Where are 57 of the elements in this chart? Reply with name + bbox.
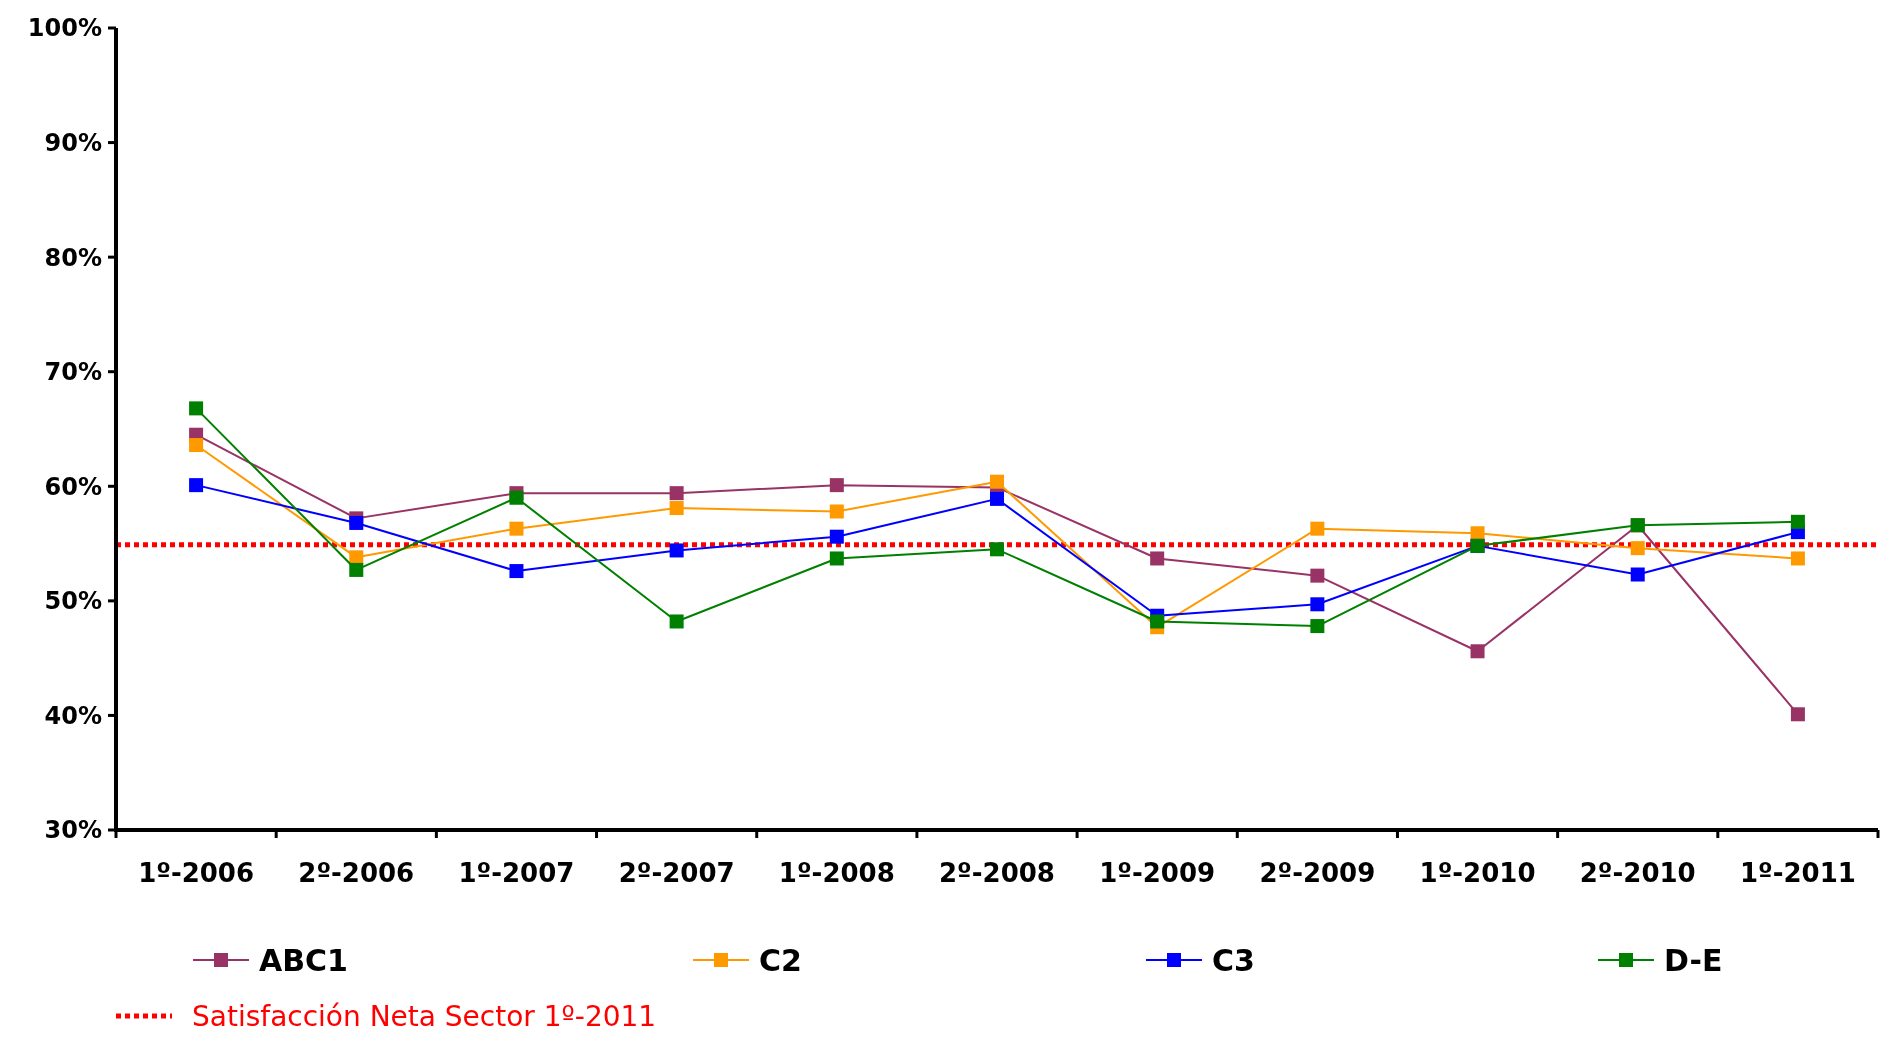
point (189, 478, 204, 493)
x-tick-label: 1º-2007 (458, 858, 575, 888)
legend-label: C2 (759, 942, 802, 978)
point (1310, 521, 1325, 536)
point (1150, 614, 1165, 629)
y-tick-label: 40% (44, 701, 102, 730)
point (829, 478, 844, 493)
x-tick-label: 1º-2010 (1419, 858, 1536, 888)
point (509, 564, 524, 579)
y-tick-label: 50% (44, 587, 102, 616)
x-tick-label: 2º-2008 (939, 858, 1055, 888)
y-tick-label: 30% (44, 816, 102, 845)
point (669, 486, 684, 501)
y-tick-label: 80% (44, 243, 102, 272)
point (1150, 551, 1165, 566)
x-tick-label: 1º-2006 (138, 858, 255, 888)
x-tick-label: 2º-2009 (1259, 858, 1376, 888)
point (829, 504, 844, 519)
y-tick-label: 60% (44, 472, 102, 501)
point (829, 529, 844, 544)
x-tick-label: 1º-2011 (1739, 858, 1856, 888)
point (509, 490, 524, 505)
point (990, 474, 1004, 489)
y-tick-label: 100% (27, 14, 102, 43)
point (1790, 707, 1805, 722)
point (669, 543, 684, 558)
point (1470, 644, 1485, 659)
point (669, 614, 684, 629)
point (1310, 619, 1325, 634)
x-tick-label: 1º-2009 (1099, 858, 1216, 888)
point (509, 521, 524, 536)
point (349, 562, 364, 577)
point (1470, 526, 1485, 541)
legend-label: D-E (1664, 942, 1723, 978)
legend-label: ABC1 (259, 942, 348, 978)
point (990, 491, 1004, 506)
point (1630, 567, 1645, 582)
point (1310, 597, 1325, 612)
x-tick-label: 2º-2007 (618, 858, 735, 888)
point (669, 501, 684, 516)
point (189, 401, 204, 416)
point (829, 551, 844, 566)
x-tick-label: 1º-2008 (778, 858, 895, 888)
point (189, 438, 204, 453)
point (1630, 541, 1645, 556)
point (1790, 551, 1805, 566)
point (349, 515, 364, 530)
point (1790, 514, 1805, 529)
y-tick-label: 70% (44, 358, 102, 387)
y-tick-label: 90% (44, 128, 102, 157)
x-tick-label: 2º-2010 (1579, 858, 1696, 888)
legend-label: Satisfacción Neta Sector 1º-2011 (192, 999, 657, 1033)
point (990, 542, 1004, 557)
point (1310, 568, 1325, 583)
x-tick-label: 2º-2006 (298, 858, 415, 888)
point (349, 550, 364, 565)
legend-label: C3 (1212, 942, 1255, 978)
